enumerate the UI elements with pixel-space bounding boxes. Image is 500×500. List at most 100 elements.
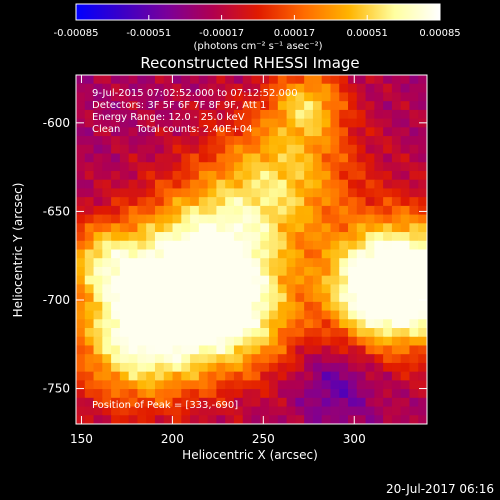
- heatmap-cell: [102, 205, 112, 216]
- heatmap-cell: [128, 197, 139, 207]
- heatmap-cell: [330, 92, 340, 102]
- colorbar-tick-label: -0.00051: [126, 28, 171, 39]
- heatmap-cell: [93, 83, 103, 94]
- heatmap-cell: [356, 249, 367, 259]
- heatmap-cell: [383, 223, 393, 233]
- heatmap-cell: [277, 319, 288, 329]
- heatmap-cell: [154, 249, 165, 259]
- heatmap-cell: [172, 266, 182, 277]
- heatmap-cell: [76, 144, 86, 155]
- heatmap-cell: [269, 83, 279, 94]
- heatmap-cell: [146, 153, 156, 163]
- heatmap-cell: [356, 170, 367, 181]
- heatmap-cell: [365, 380, 375, 390]
- heatmap-cell: [339, 258, 349, 268]
- heatmap-cell: [172, 162, 182, 172]
- heatmap-cell: [225, 144, 235, 155]
- heatmap-cell: [154, 92, 165, 102]
- heatmap-cell: [304, 319, 314, 329]
- heatmap-cell: [154, 362, 165, 373]
- heatmap-cell: [418, 170, 427, 181]
- heatmap-cell: [269, 214, 279, 224]
- heatmap-cell: [374, 214, 384, 224]
- heatmap-cell: [321, 240, 332, 251]
- heatmap-cell: [84, 188, 95, 198]
- heatmap-cell: [251, 310, 261, 320]
- heatmap-cell: [216, 345, 226, 355]
- heatmap-cell: [233, 310, 244, 320]
- heatmap-cell: [84, 83, 95, 94]
- heatmap-cell: [251, 406, 261, 416]
- heatmap-cell: [304, 179, 314, 190]
- heatmap-cell: [190, 293, 200, 303]
- heatmap-cell: [111, 83, 121, 94]
- heatmap-cell: [251, 319, 261, 329]
- heatmap-cell: [207, 75, 218, 85]
- heatmap-cell: [137, 223, 147, 233]
- heatmap-cell: [128, 75, 139, 85]
- heatmap-cell: [391, 415, 402, 424]
- heatmap-cell: [418, 136, 427, 146]
- heatmap-cell: [260, 354, 270, 364]
- heatmap-cell: [119, 371, 130, 381]
- heatmap-cell: [286, 328, 296, 338]
- heatmap-cell: [348, 75, 358, 85]
- heatmap-cell: [304, 258, 314, 268]
- colorbar-tick-label: -0.00085: [54, 28, 99, 39]
- heatmap-cell: [119, 223, 130, 233]
- heatmap-cell: [181, 75, 191, 85]
- heatmap-cell: [137, 249, 147, 259]
- heatmap-cell: [190, 92, 200, 102]
- heatmap-cell: [102, 266, 112, 277]
- heatmap-cell: [233, 162, 244, 172]
- heatmap-cell: [383, 371, 393, 381]
- heatmap-cell: [374, 354, 384, 364]
- heatmap-cell: [146, 310, 156, 320]
- heatmap-cell: [286, 336, 296, 347]
- heatmap-cell: [418, 371, 427, 381]
- heatmap-cell: [269, 380, 279, 390]
- heatmap-cell: [383, 144, 393, 155]
- heatmap-cell: [295, 380, 305, 390]
- heatmap-cell: [391, 319, 402, 329]
- heatmap-cell: [93, 144, 103, 155]
- heatmap-cell: [128, 214, 139, 224]
- heatmap-cell: [277, 336, 288, 347]
- heatmap-cell: [163, 293, 174, 303]
- heatmap-cell: [84, 232, 95, 242]
- heatmap-cell: [339, 310, 349, 320]
- heatmap-cell: [84, 319, 95, 329]
- heatmap-cell: [277, 345, 288, 355]
- heatmap-cell: [111, 170, 121, 181]
- heatmap-cell: [348, 406, 358, 416]
- heatmap-cell: [225, 397, 235, 408]
- heatmap-cell: [295, 345, 305, 355]
- heatmap-cell: [330, 415, 340, 424]
- heatmap-cell: [260, 109, 270, 120]
- heatmap-cell: [190, 101, 200, 111]
- heatmap-cell: [128, 415, 139, 424]
- heatmap-cell: [181, 92, 191, 102]
- heatmap-cell: [137, 179, 147, 190]
- heatmap-cell: [383, 92, 393, 102]
- heatmap-cell: [339, 223, 349, 233]
- heatmap-cell: [163, 397, 174, 408]
- heatmap-cell: [76, 127, 86, 137]
- heatmap-cell: [172, 415, 182, 424]
- heatmap-cell: [190, 406, 200, 416]
- heatmap-cell: [295, 258, 305, 268]
- heatmap-cell: [330, 406, 340, 416]
- heatmap-cell: [128, 336, 139, 347]
- heatmap-cell: [356, 284, 367, 294]
- heatmap-cell: [216, 371, 226, 381]
- heatmap-cell: [172, 380, 182, 390]
- heatmap-cell: [198, 83, 209, 94]
- heatmap-cell: [312, 205, 323, 216]
- heatmap-cell: [339, 319, 349, 329]
- heatmap-cell: [102, 75, 112, 85]
- heatmap-cell: [181, 205, 191, 216]
- heatmap-cell: [391, 293, 402, 303]
- heatmap-cell: [84, 162, 95, 172]
- heatmap-cell: [339, 293, 349, 303]
